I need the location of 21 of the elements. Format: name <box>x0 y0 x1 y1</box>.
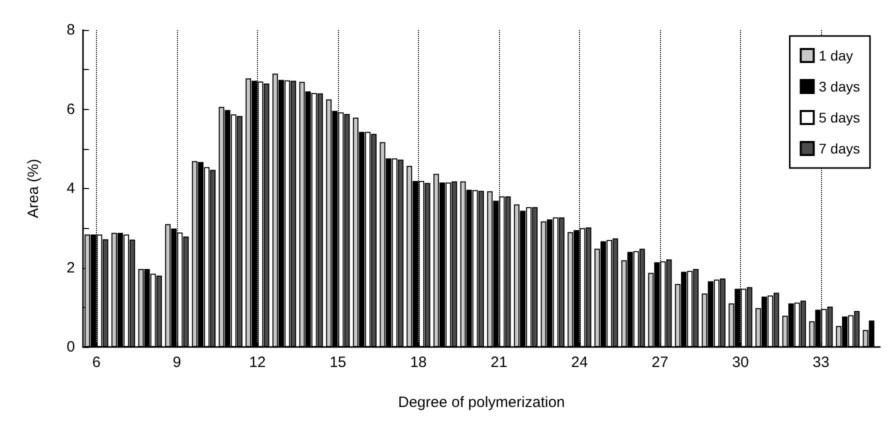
x-tick-label: 18 <box>410 354 427 371</box>
legend-label: 1 day <box>818 48 853 64</box>
y-tick-label: 6 <box>66 100 75 118</box>
x-tick-label: 6 <box>92 354 101 371</box>
legend-label: 5 days <box>818 110 860 126</box>
x-tick-label: 12 <box>249 354 266 371</box>
y-tick-label: 2 <box>66 259 75 276</box>
x-tick-label: 24 <box>571 354 588 371</box>
y-axis-title: Area (%) <box>25 158 42 218</box>
x-tick-label: 9 <box>172 354 182 371</box>
x-tick-label: 21 <box>490 354 508 371</box>
x-axis-title: Degree of polymerization <box>398 394 565 411</box>
y-tick-label: 4 <box>66 180 75 197</box>
x-tick-label: 27 <box>652 354 668 371</box>
legend-label: 7 days <box>818 140 860 156</box>
x-tick-label: 15 <box>330 354 346 371</box>
y-tick-label: 0 <box>66 338 75 356</box>
legend-label: 3 days <box>818 78 860 94</box>
y-tick-label: 8 <box>66 22 75 38</box>
x-tick-label: 33 <box>812 354 830 371</box>
x-tick-label: 30 <box>732 354 749 371</box>
